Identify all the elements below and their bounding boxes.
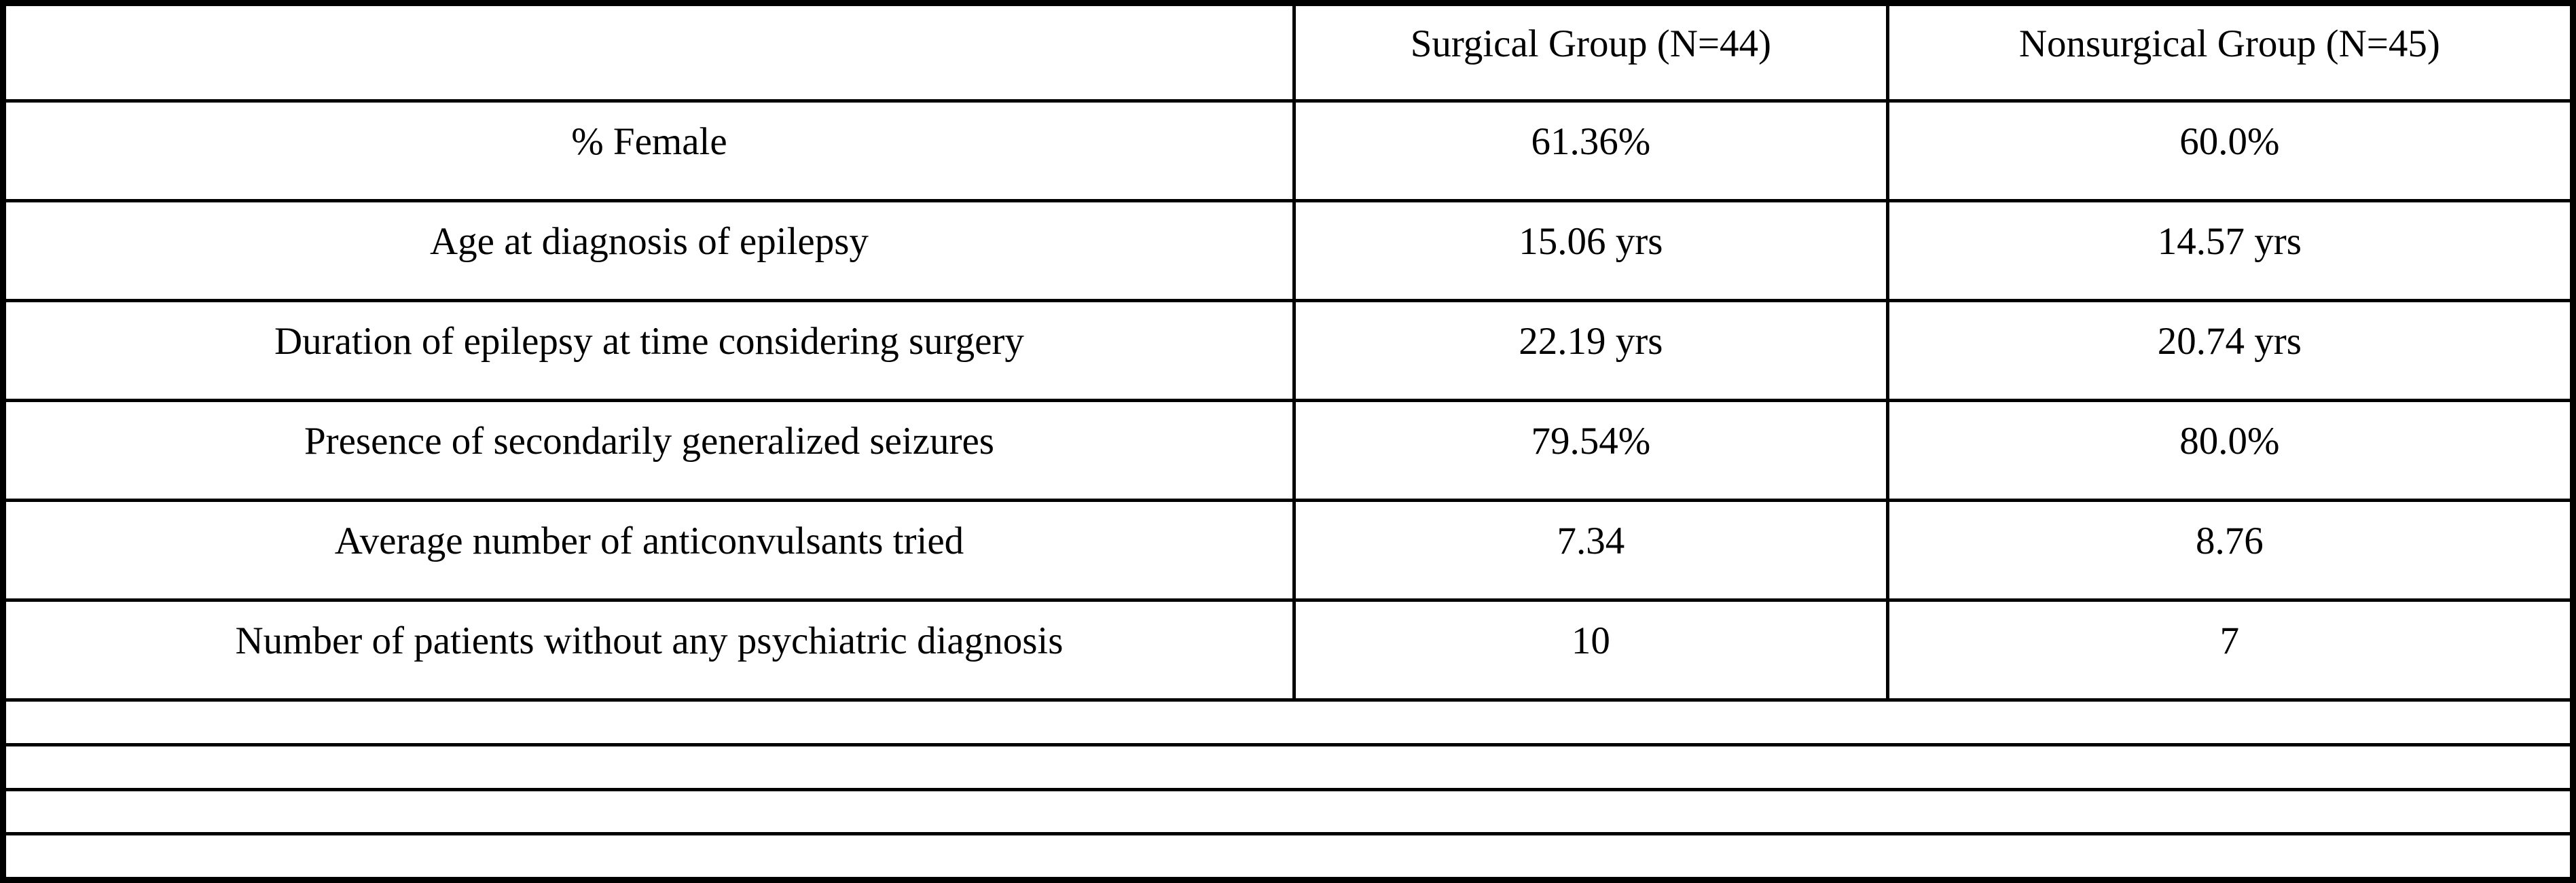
nonsurgical-value: 60.0% [1885,103,2570,199]
table-row-secondarily-generalized-seizures: Presence of secondarily generalized seiz… [6,402,2570,502]
table-row-anticonvulsants-tried: Average number of anticonvulsants tried … [6,502,2570,602]
empty-row [6,702,2570,746]
surgical-value: 79.54% [1292,402,1886,499]
row-label: Average number of anticonvulsants tried [334,520,964,563]
table-row-duration-of-epilepsy: Duration of epilepsy at time considering… [6,302,2570,402]
table-row-age-at-diagnosis: Age at diagnosis of epilepsy 15.06 yrs 1… [6,202,2570,302]
surgical-value: 22.19 yrs [1292,302,1886,399]
surgical-value: 10 [1292,602,1886,698]
column-header-surgical-group: Surgical Group (N=44) [1292,6,1886,99]
header-empty-cell [6,6,1292,99]
row-label: % Female [571,120,727,164]
nonsurgical-value: 7 [1885,602,2570,698]
row-label: Age at diagnosis of epilepsy [430,220,869,264]
surgical-value: 7.34 [1292,502,1886,598]
table-row-percent-female: % Female 61.36% 60.0% [6,103,2570,202]
table-row-no-psychiatric-diagnosis: Number of patients without any psychiatr… [6,602,2570,702]
nonsurgical-value: 8.76 [1885,502,2570,598]
empty-row [6,835,2570,877]
row-label: Number of patients without any psychiatr… [235,619,1064,663]
empty-row [6,746,2570,791]
table-header-row: Surgical Group (N=44) Nonsurgical Group … [6,6,2570,103]
nonsurgical-value: 14.57 yrs [1885,202,2570,299]
nonsurgical-value: 20.74 yrs [1885,302,2570,399]
column-header-nonsurgical-group: Nonsurgical Group (N=45) [1885,6,2570,99]
empty-row [6,791,2570,836]
nonsurgical-value: 80.0% [1885,402,2570,499]
row-label: Duration of epilepsy at time considering… [274,320,1024,363]
row-label: Presence of secondarily generalized seiz… [304,420,994,463]
surgical-value: 61.36% [1292,103,1886,199]
surgical-value: 15.06 yrs [1292,202,1886,299]
